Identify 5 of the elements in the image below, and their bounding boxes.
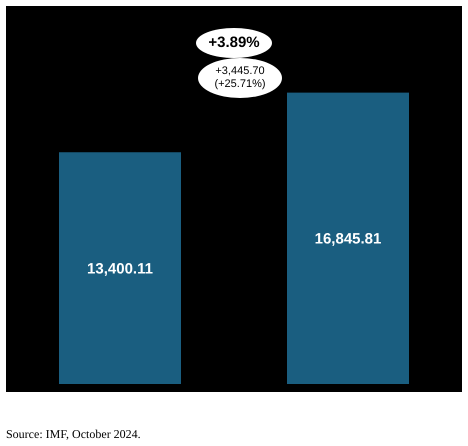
text: +3,445.70 (+25.71%) (198, 58, 282, 98)
data-label: 16,845.81 (314, 230, 382, 248)
source-note: Source: IMF, October 2024. (6, 427, 141, 442)
text: +3.89% (196, 28, 272, 58)
data-label: 13,400.11 (87, 260, 153, 278)
